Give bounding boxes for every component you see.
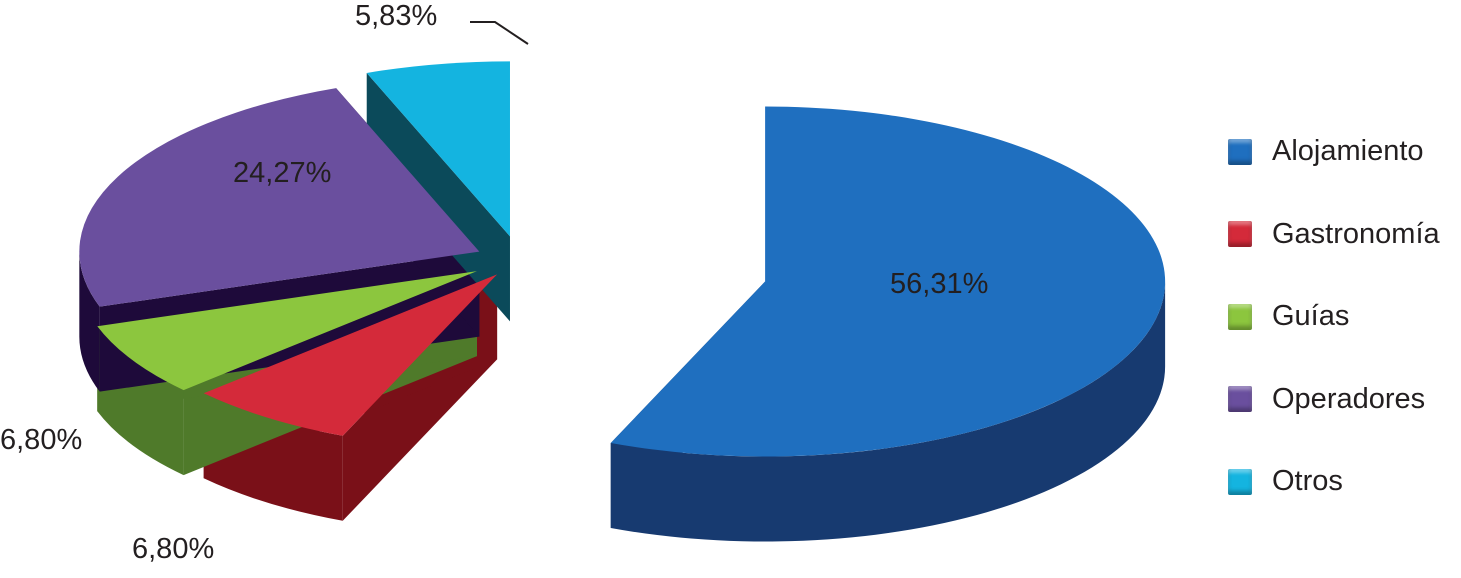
data-label-gastronomia: 6,80% xyxy=(132,533,215,565)
data-label-otros: 5,83% xyxy=(355,0,438,32)
legend-item-operadores: Operadores xyxy=(1228,372,1440,427)
data-label-alojamiento: 56,31% xyxy=(890,268,989,300)
legend-label: Alojamiento xyxy=(1272,135,1424,167)
legend-item-guias: Guías xyxy=(1228,289,1440,344)
legend-swatch xyxy=(1228,221,1252,247)
legend-swatch xyxy=(1228,386,1252,412)
data-label-operadores: 24,27% xyxy=(233,157,332,189)
legend-item-alojamiento: Alojamiento xyxy=(1228,124,1440,179)
leader-line-otros xyxy=(470,21,529,45)
slice-wall-otros xyxy=(366,72,510,322)
slice-side-operadores xyxy=(79,251,100,392)
legend-label: Guías xyxy=(1272,300,1350,332)
slice-operadores xyxy=(79,88,480,307)
legend-swatch xyxy=(1228,138,1252,165)
legend-label: Gastronomía xyxy=(1272,217,1440,250)
legend-label: Operadores xyxy=(1272,382,1426,415)
slice-side-alojamiento xyxy=(610,281,1166,542)
slice-otros xyxy=(366,61,510,237)
legend-label: Otros xyxy=(1272,465,1343,497)
data-label-guias: 6,80% xyxy=(0,424,83,456)
legend-item-otros: Otros xyxy=(1228,454,1440,509)
slice-gastronomia xyxy=(203,274,498,436)
legend-item-gastronomia: Gastronomía xyxy=(1228,207,1440,262)
legend-swatch xyxy=(1228,303,1252,330)
legend-swatch xyxy=(1228,468,1252,495)
legend: Alojamiento Gastronomía Guías Operadores… xyxy=(1228,124,1440,537)
slice-guias xyxy=(97,271,477,391)
slice-alojamiento xyxy=(610,106,1166,457)
